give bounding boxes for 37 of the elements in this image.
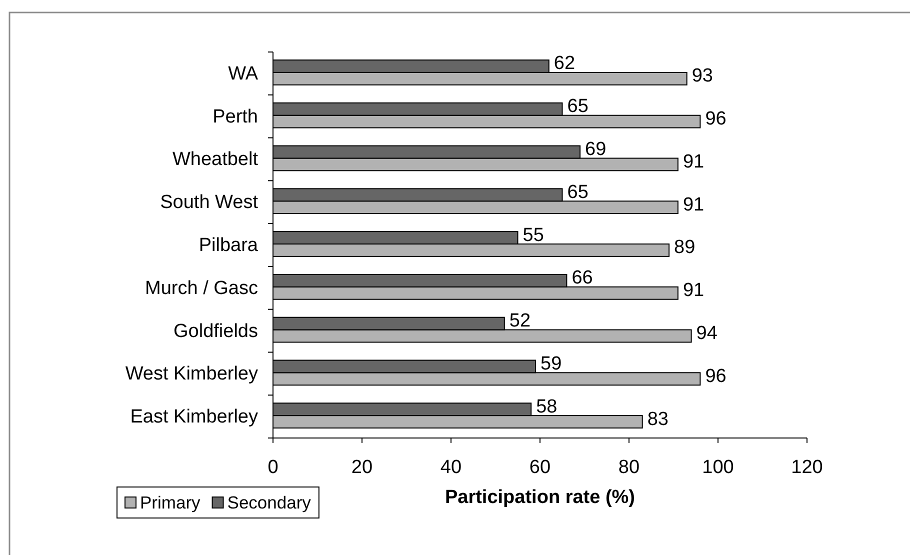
y-tick-label: West Kimberley (125, 363, 258, 384)
y-tick-label: Goldfields (174, 320, 258, 342)
data-label: 65 (567, 182, 588, 203)
y-tick-label: South West (160, 192, 259, 213)
data-label: 94 (696, 322, 718, 344)
y-tick-label: Pilbara (198, 234, 258, 256)
y-tick-label: WA (228, 62, 258, 84)
x-tick-label: 20 (351, 457, 373, 478)
data-label: 91 (682, 280, 704, 302)
data-label: 91 (682, 194, 704, 216)
data-label: 62 (554, 53, 576, 74)
data-label: 65 (567, 96, 588, 118)
data-label: 59 (540, 353, 562, 374)
y-tick-label: Murch / Gasc (145, 277, 258, 298)
data-label: 69 (585, 139, 606, 160)
data-label: 91 (682, 151, 704, 172)
data-label: 55 (522, 224, 544, 246)
x-tick-label: 0 (268, 457, 278, 478)
data-label: 93 (692, 66, 713, 87)
x-tick-label: 60 (529, 457, 551, 478)
x-tick-label: 80 (618, 457, 640, 478)
y-tick-label: East Kimberley (130, 406, 258, 428)
data-label: 96 (705, 108, 726, 130)
y-tick-label: Wheatbelt (172, 148, 259, 170)
x-tick-label: 40 (440, 457, 462, 478)
x-tick-label: 100 (702, 457, 734, 478)
data-label: 89 (674, 237, 696, 258)
data-label: 96 (705, 366, 726, 387)
legend-label: Secondary (227, 492, 312, 512)
data-label: 58 (536, 396, 558, 418)
x-tick-label: 120 (791, 457, 823, 478)
data-label: 83 (647, 408, 668, 430)
x-axis-title: Participation rate (%) (444, 487, 636, 508)
data-label: 52 (509, 310, 531, 332)
legend-label: Primary (140, 492, 201, 512)
y-tick-label: Perth (212, 106, 258, 127)
data-label: 66 (572, 268, 593, 289)
